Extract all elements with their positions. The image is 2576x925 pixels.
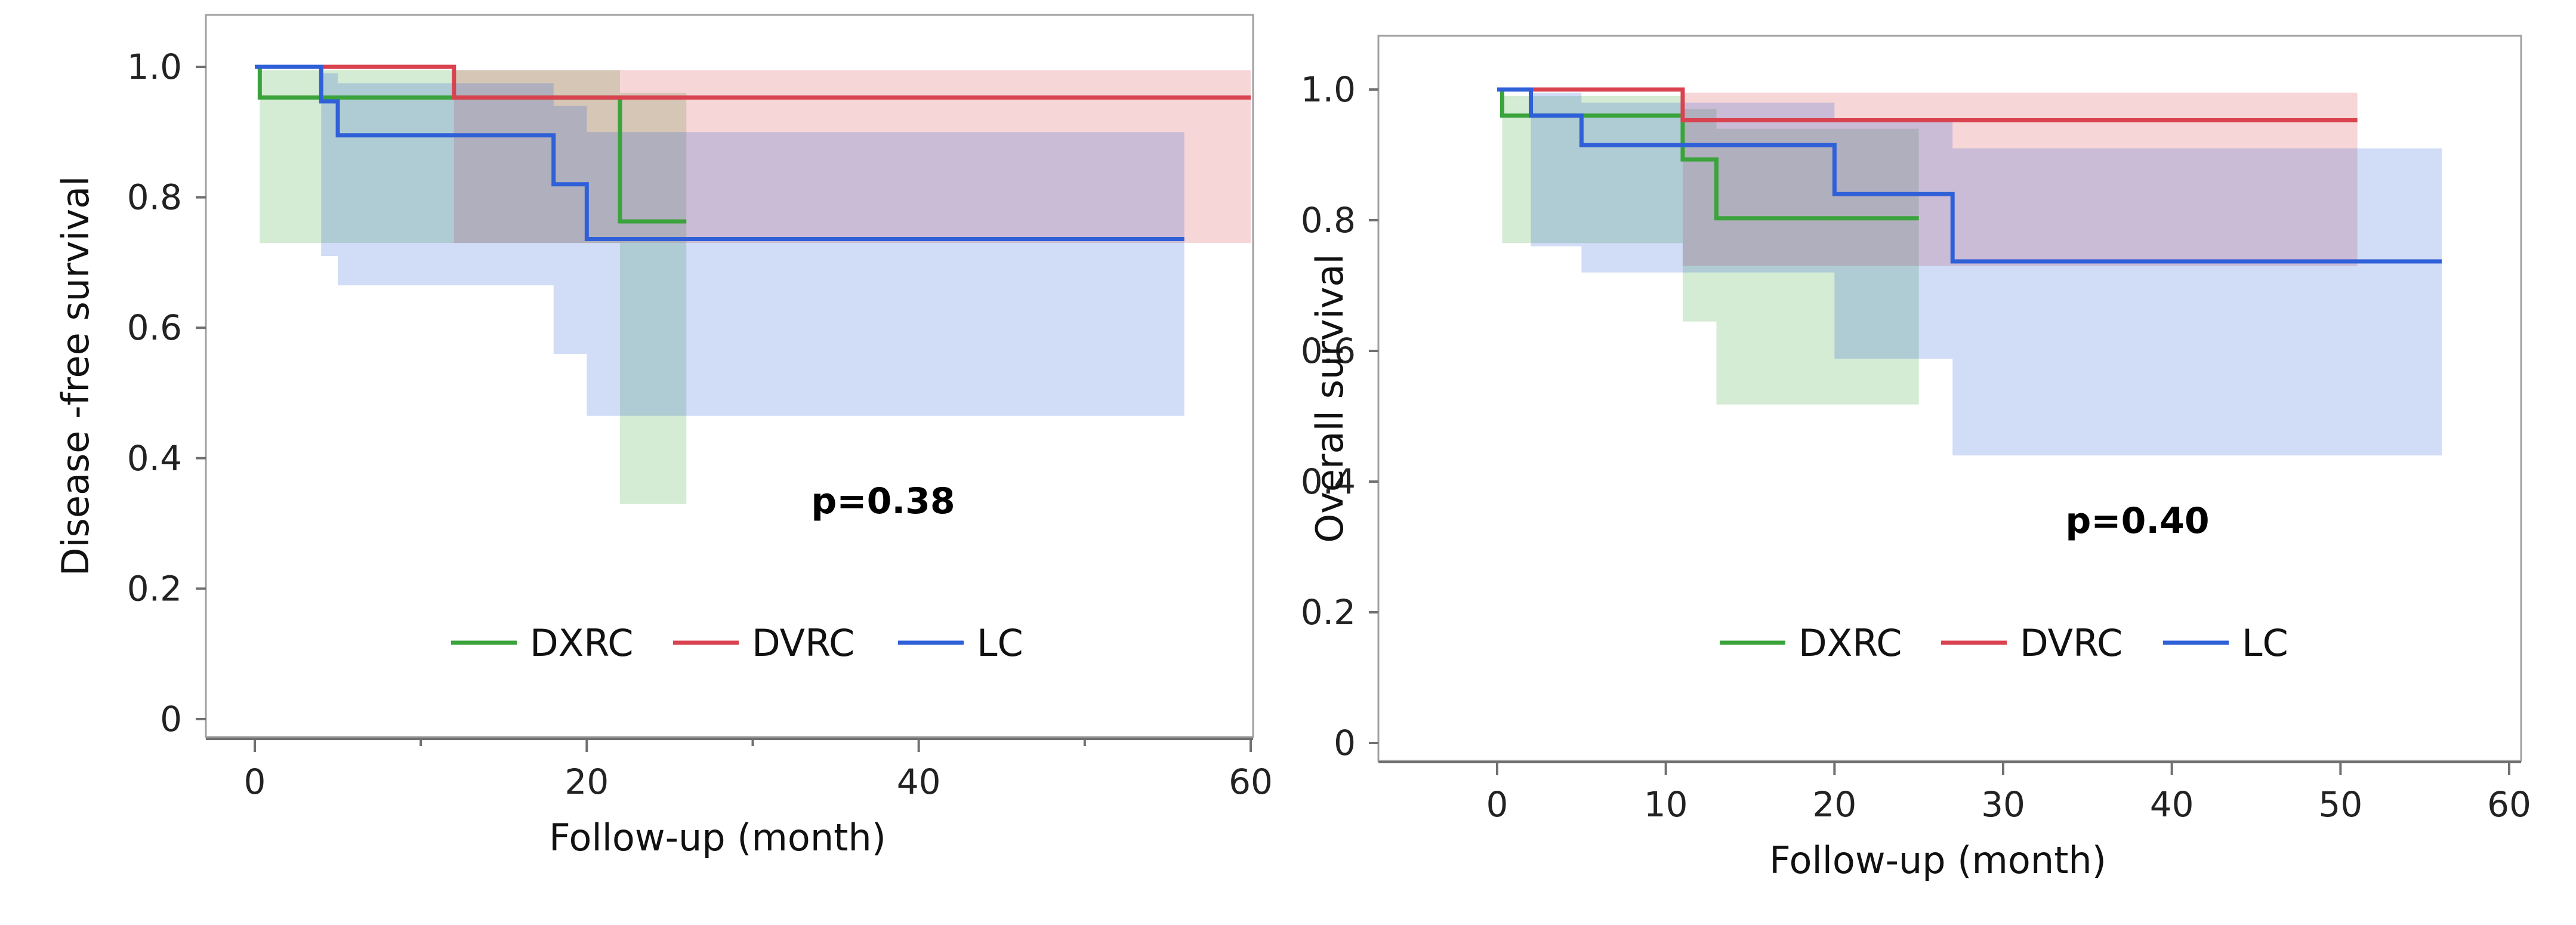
p-value-annotation: p=0.40 xyxy=(2065,500,2209,542)
p-value-annotation: p=0.38 xyxy=(811,480,955,522)
ci-band-dxrc xyxy=(619,92,687,504)
x-tick-label: 40 xyxy=(897,761,941,802)
legend-label-lc: LC xyxy=(977,621,1023,665)
legend-label-lc: LC xyxy=(2242,621,2288,665)
ci-band-lc xyxy=(1952,148,2442,456)
x-tick-label: 30 xyxy=(1981,784,2025,825)
x-tick-label: 10 xyxy=(1644,784,1688,825)
chart-panel-disease-free: 0 0.2 0.4 0.6 0.8 1.0 0 20 40 60 Follow-up (month)… xyxy=(27,14,1280,898)
ci-band-lc xyxy=(587,132,1184,416)
y-tick-label: 0.2 xyxy=(127,568,182,609)
ci-band-lc xyxy=(553,106,587,354)
legend-label-dxrc: DXRC xyxy=(1798,621,1902,665)
legend-label-dvrc: DVRC xyxy=(2020,621,2122,665)
x-tick-label: 20 xyxy=(1812,784,1856,825)
x-axis-title: Follow-up (month) xyxy=(1769,838,2106,882)
y-tick-label: 0.4 xyxy=(1301,461,1356,502)
chart-panel-overall: 0 0.2 0.4 0.6 0.8 1.0 0 10 20 30 40 50 60 Follow-up (… xyxy=(1289,27,2572,898)
y-tick-label: 0 xyxy=(160,699,182,739)
ci-band-lc xyxy=(1834,122,1953,359)
panel-background xyxy=(27,27,1280,898)
y-tick-label: 0.2 xyxy=(1301,592,1356,633)
y-tick-label: 1.0 xyxy=(127,47,182,87)
x-axis-title: Follow-up (month) xyxy=(549,816,886,859)
ci-band-dxrc xyxy=(1502,95,1683,243)
x-tick-label: 40 xyxy=(2150,784,2194,825)
ci-band-lc xyxy=(1531,92,1582,246)
survival-curve-lc xyxy=(255,64,1184,242)
x-tick-label: 0 xyxy=(1486,784,1508,825)
x-tick-label: 60 xyxy=(2487,784,2531,825)
ci-band-lc xyxy=(338,83,554,286)
y-tick-label: 1.0 xyxy=(1301,69,1356,110)
y-tick-label: 0.4 xyxy=(127,438,182,479)
x-tick-label: 20 xyxy=(564,761,609,802)
legend-label-dxrc: DXRC xyxy=(530,621,634,665)
x-tick-label: 50 xyxy=(2318,784,2362,825)
y-axis-title: Overall survival xyxy=(1308,254,1352,542)
ci-band-lc xyxy=(321,73,338,256)
y-tick-label: 0 xyxy=(1334,723,1356,763)
panel-background xyxy=(1289,27,2572,898)
legend-label-dvrc: DVRC xyxy=(752,621,854,665)
plot-frame xyxy=(205,14,1254,738)
y-axis-title: Disease -free survival xyxy=(54,176,97,576)
ci-band-dxrc xyxy=(1716,128,1919,405)
x-tick-label: 60 xyxy=(1229,761,1273,802)
y-tick-label: 0.8 xyxy=(127,177,182,218)
survival-curve-dvrc xyxy=(1497,87,2358,122)
ci-band-lc xyxy=(1581,102,1835,273)
y-tick-label: 0.8 xyxy=(1301,200,1356,240)
survival-curve-dxrc xyxy=(1497,87,1919,221)
y-tick-label: 0.6 xyxy=(1301,331,1356,371)
survival-curve-lc xyxy=(1497,87,2442,264)
x-tick-label: 0 xyxy=(244,761,266,802)
y-tick-label: 0.6 xyxy=(127,307,182,348)
survival-curve-dvrc xyxy=(255,64,1251,100)
